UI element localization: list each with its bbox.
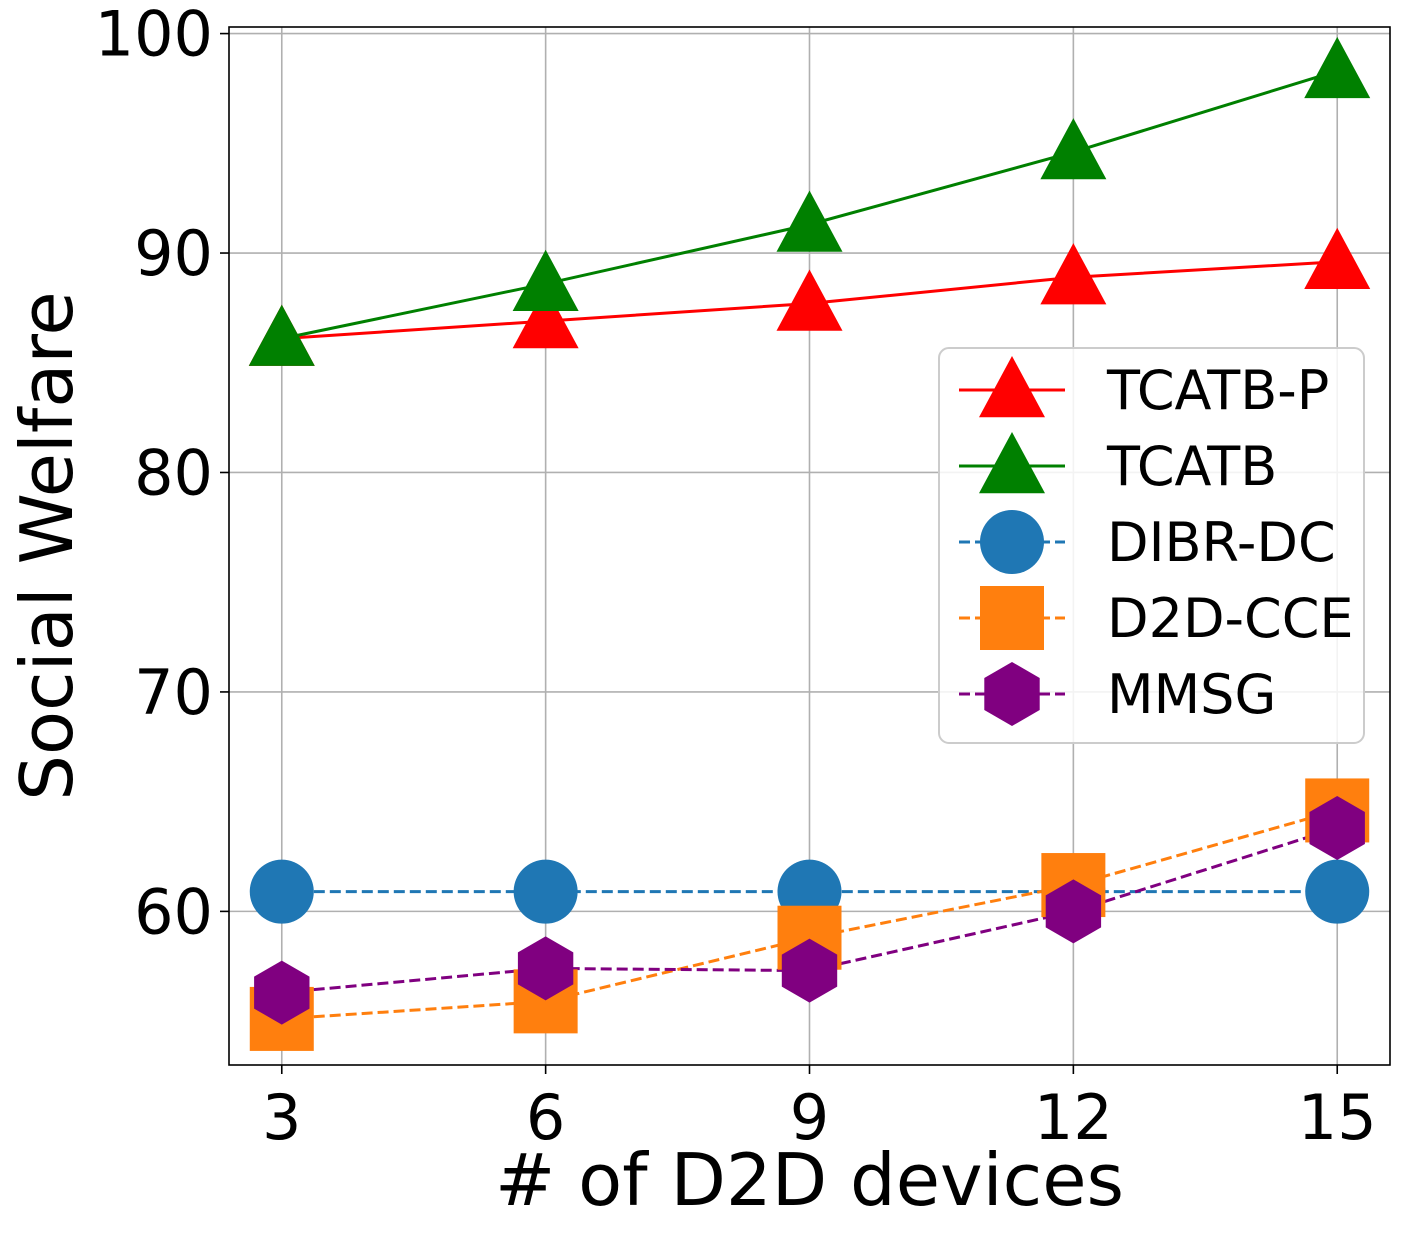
data-point-tcatb — [1040, 118, 1107, 180]
data-point-tcatb — [248, 304, 315, 366]
x-tick-label: 9 — [790, 1081, 829, 1154]
legend-marker — [980, 586, 1044, 650]
data-point-mmsg — [254, 960, 310, 1025]
data-point-tcatb-p — [512, 287, 579, 349]
data-point-tcatb-p — [1304, 227, 1371, 290]
y-tick-label: 60 — [134, 875, 213, 948]
data-point-mmsg — [1045, 879, 1102, 944]
x-tick-label: 6 — [526, 1081, 565, 1154]
x-axis-ticks: 3 6 9 12 15 — [262, 1065, 1377, 1154]
legend: TCATB-P TCATB DIBR-DC D2D-CCE MMSG — [938, 347, 1365, 744]
legend-label: TCATB-P — [1106, 359, 1329, 422]
data-point-dibr-dc — [1305, 859, 1370, 924]
y-tick-label: 100 — [95, 0, 213, 71]
y-axis-label: Social Welfare — [5, 291, 89, 800]
legend-box — [938, 347, 1365, 744]
data-point-tcatb — [1304, 36, 1371, 99]
y-tick-label: 80 — [134, 436, 213, 509]
legend-marker — [980, 510, 1044, 574]
legend-label: MMSG — [1107, 663, 1276, 726]
x-axis-label: # of D2D devices — [495, 1138, 1124, 1222]
data-point-dibr-dc — [249, 859, 314, 924]
x-tick-label: 12 — [1034, 1081, 1113, 1154]
data-point-tcatb — [512, 249, 579, 311]
x-tick-label: 3 — [262, 1081, 301, 1154]
legend-marker — [984, 662, 1040, 726]
legend-label: TCATB — [1106, 435, 1277, 498]
data-point-dibr-dc — [513, 859, 578, 924]
y-tick-label: 70 — [134, 656, 213, 729]
data-point-mmsg — [781, 938, 838, 1003]
data-point-tcatb-p — [1040, 243, 1107, 305]
legend-marker — [979, 356, 1045, 418]
data-point-tcatb — [776, 190, 843, 252]
data-point-tcatb-p — [776, 269, 843, 331]
y-tick-label: 90 — [134, 217, 213, 290]
data-point-mmsg — [1309, 796, 1365, 860]
legend-marker — [979, 432, 1045, 494]
y-axis-ticks: 60 70 80 90 100 — [95, 0, 229, 948]
legend-label: DIBR-DC — [1107, 511, 1336, 574]
x-tick-label: 15 — [1298, 1081, 1377, 1154]
data-point-mmsg — [517, 936, 574, 1001]
legend-label: D2D-CCE — [1107, 587, 1354, 650]
data-markers — [248, 36, 1371, 1051]
